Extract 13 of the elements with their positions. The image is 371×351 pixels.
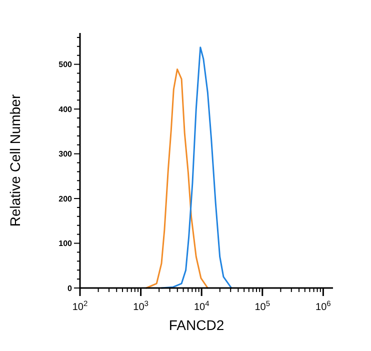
y-tick-label: 0 [68,284,73,293]
x-tick-label: 10$^{3}$ [133,298,148,313]
y-tick-label: 300 [58,150,73,159]
y-tick-label: 400 [58,104,73,114]
x-tick-label: 10$^{4}$ [194,298,210,313]
y-tick-label: 200 [58,194,73,204]
y-tick-label: 100 [58,239,73,248]
x-tick-label: 10$^{6}$ [316,298,331,313]
y-tick-label: 500 [58,60,73,70]
x-axis-title: FANCD2 [168,317,224,333]
x-tick-label: 10$^{5}$ [254,298,270,313]
x-tick-label: 10$^{2}$ [72,298,88,313]
y-axis-title: Relative Cell Number [7,94,23,227]
